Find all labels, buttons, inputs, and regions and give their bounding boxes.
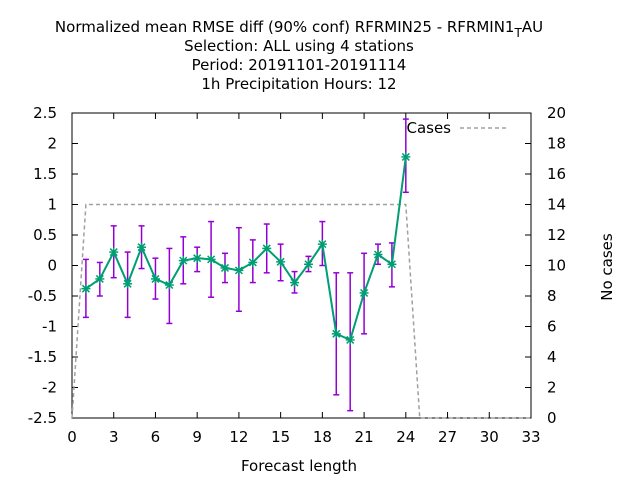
y2-tick-label: 12 <box>547 226 566 244</box>
data-point <box>234 265 244 275</box>
x-tick-label: 15 <box>271 428 290 446</box>
y-tick-label: 1.5 <box>33 165 57 183</box>
data-point <box>303 259 313 269</box>
data-point <box>123 279 133 289</box>
y-tick-label: -1 <box>42 318 57 336</box>
x-tick-label: 24 <box>396 428 415 446</box>
y-tick-label: 0 <box>47 257 57 275</box>
legend-label-cases: Cases <box>406 119 451 137</box>
x-tick-label: 0 <box>67 428 77 446</box>
data-point <box>220 263 230 273</box>
y2-tick-label: 8 <box>547 287 557 305</box>
data-point <box>401 152 411 162</box>
data-point <box>150 274 160 284</box>
y2-tick-label: 14 <box>547 196 566 214</box>
y2-tick-label: 16 <box>547 165 566 183</box>
data-point <box>345 335 355 345</box>
y-tick-label: -0.5 <box>28 287 57 305</box>
title-line-2: Selection: ALL using 4 stations <box>184 37 414 55</box>
y2-axis-title: No cases <box>598 233 616 301</box>
data-point <box>192 253 202 263</box>
y2-tick-label: 4 <box>547 348 557 366</box>
title-line-1: Normalized mean RMSE diff (90% conf) RFR… <box>55 18 543 40</box>
data-point <box>164 280 174 290</box>
y-tick-label: 2.5 <box>33 104 57 122</box>
series-line <box>85 156 407 342</box>
x-tick-label: 33 <box>521 428 540 446</box>
x-tick-label: 12 <box>229 428 248 446</box>
x-tick-label: 18 <box>313 428 332 446</box>
title-tail: AU <box>522 18 543 36</box>
data-point <box>276 257 286 267</box>
x-tick-label: 9 <box>192 428 202 446</box>
y2-tick-label: 20 <box>547 104 566 122</box>
x-tick-label: 27 <box>438 428 457 446</box>
data-point <box>178 256 188 266</box>
x-tick-label: 3 <box>109 428 119 446</box>
y-tick-label: -2 <box>42 379 57 397</box>
x-tick-label: 30 <box>480 428 499 446</box>
y-tick-label: 2 <box>47 135 57 153</box>
title-line-3: Period: 20191101-20191114 <box>192 56 407 74</box>
data-point <box>206 254 216 264</box>
y-axis-right: 0 2 4 6 8 10 12 14 16 18 20 <box>525 104 566 427</box>
cases-line <box>71 203 531 419</box>
title-line-4: 1h Precipitation Hours: 12 <box>201 75 396 93</box>
rmse-diff-series <box>81 152 411 345</box>
x-tick-label: 21 <box>355 428 374 446</box>
data-point <box>81 284 91 294</box>
data-point <box>95 274 105 284</box>
chart-title: Normalized mean RMSE diff (90% conf) RFR… <box>55 18 543 93</box>
y2-tick-label: 6 <box>547 318 557 336</box>
y-tick-label: 0.5 <box>33 226 57 244</box>
y2-tick-label: 10 <box>547 257 566 275</box>
data-point <box>373 250 383 260</box>
data-point <box>317 239 327 249</box>
cases-series <box>71 203 531 419</box>
data-point <box>331 329 341 339</box>
error-bars <box>82 118 409 412</box>
y-tick-label: -1.5 <box>28 348 57 366</box>
data-point <box>359 288 369 298</box>
y2-tick-label: 18 <box>547 135 566 153</box>
data-point <box>109 247 119 257</box>
y-tick-label: -2.5 <box>28 409 57 427</box>
legend: Cases <box>406 119 506 137</box>
data-point <box>262 243 272 253</box>
data-point <box>137 242 147 252</box>
data-point <box>248 257 258 267</box>
title-subscript: T <box>513 26 522 40</box>
data-point <box>290 278 300 288</box>
y2-tick-label: 0 <box>547 409 557 427</box>
y-axis-left: -2.5 -2 -1.5 -1 -0.5 0 0.5 1 1.5 2 2.5 <box>28 104 78 427</box>
x-axis: 0 3 6 9 12 15 18 21 24 27 30 33 <box>67 113 541 446</box>
y-tick-label: 1 <box>47 196 57 214</box>
data-point <box>387 259 397 269</box>
x-tick-label: 6 <box>151 428 161 446</box>
x-axis-title: Forecast length <box>241 457 357 475</box>
y2-tick-label: 2 <box>547 379 557 397</box>
